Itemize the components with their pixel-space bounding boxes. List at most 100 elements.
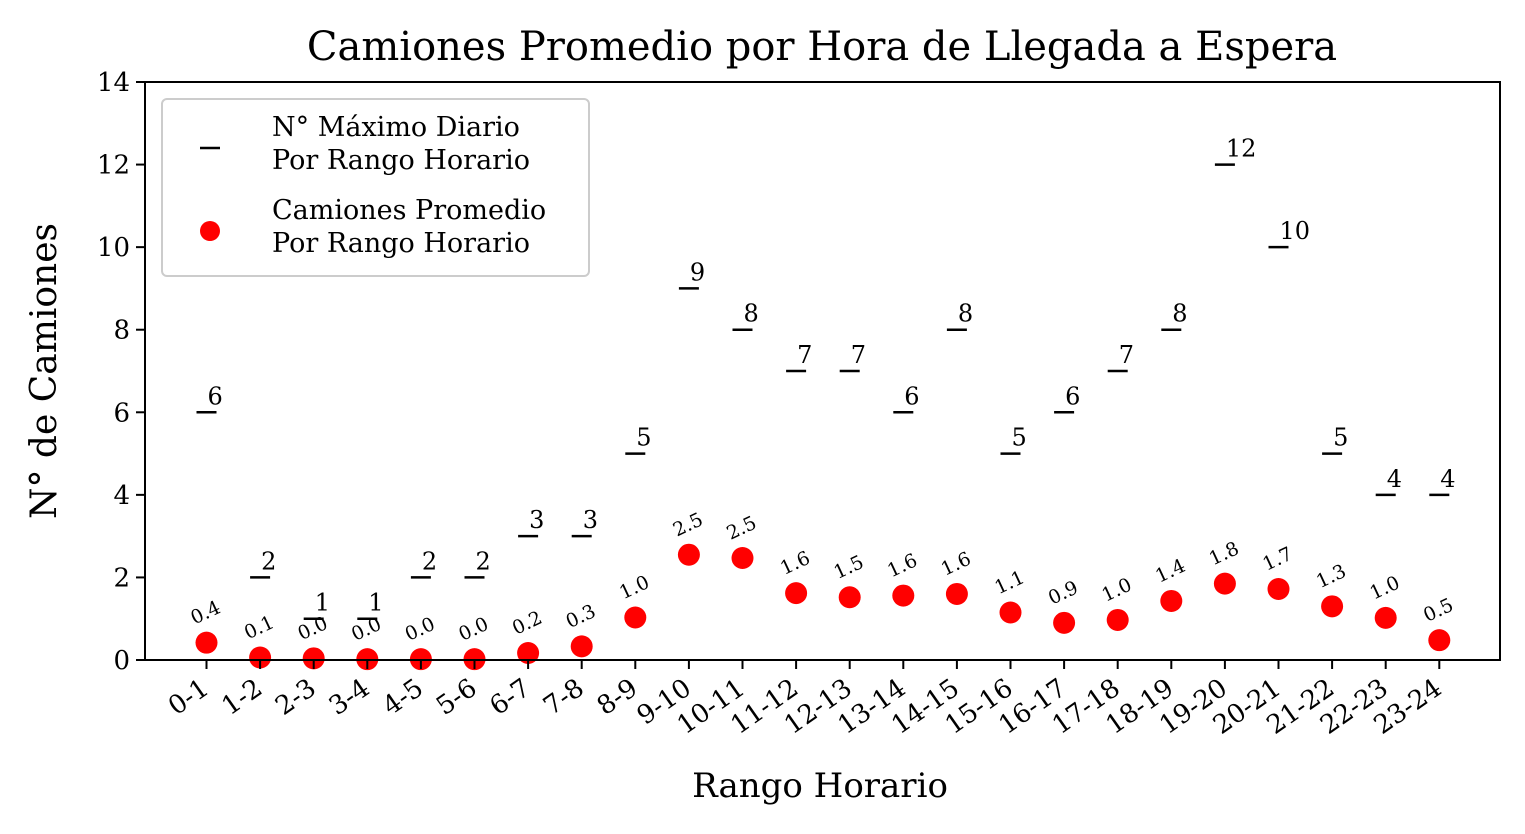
average-point [1321,595,1344,618]
max-value-label: 6 [208,382,223,410]
chart-title: Camiones Promedio por Hora de Llegada a … [307,24,1337,70]
average-value-label: 0.2 [509,607,546,640]
x-axis-label: Rango Horario [692,766,948,806]
average-value-label: 0.9 [1045,577,1082,610]
average-point [1106,608,1129,631]
average-point [517,641,540,664]
average-value-label: 1.8 [1206,537,1243,570]
max-value-label: 1 [368,589,383,617]
average-point [945,582,968,605]
y-axis-label: N° de Camiones [24,223,65,519]
max-value-label: 7 [851,341,866,369]
x-tick-label: 8-9 [592,673,644,722]
average-point [677,543,700,566]
legend-max-label-line1: N° Máximo Diario [272,112,520,143]
average-value-label: 0.0 [295,612,332,645]
average-value-label: 1.6 [777,547,814,580]
average-point [302,647,325,670]
average-point [1053,611,1076,634]
average-point [1213,572,1236,595]
average-value-label: 1.0 [1099,574,1136,607]
max-value-label: 5 [1012,424,1027,452]
average-value-label: 0.0 [348,613,385,646]
y-tick-label: 4 [113,481,130,511]
legend-avg-marker [200,221,220,241]
legend-max-label-line2: Por Rango Horario [272,145,530,176]
legend: N° Máximo Diario Por Rango Horario Camio… [161,98,590,277]
y-tick-label: 2 [113,563,130,593]
average-value-label: 1.4 [1152,555,1189,588]
max-value-label: 5 [1333,424,1348,452]
average-value-label: 2.5 [723,512,760,545]
plot-frame [144,81,1501,661]
legend-frame [161,98,590,277]
x-tick-label: 7-8 [538,673,590,722]
average-value-label: 0.0 [402,613,439,646]
max-value-label: 6 [904,382,919,410]
average-value-label: 1.1 [991,566,1028,599]
y-axis: 0 2 4 6 8 10 12 14 [97,68,145,676]
average-point [785,582,808,605]
average-value-label: 1.5 [831,551,868,584]
max-value-label: 8 [744,300,759,328]
max-value-label: 5 [636,424,651,452]
average-value-label: 0.3 [563,600,600,633]
average-value-label: 0.1 [241,611,278,644]
average-value-label: 1.6 [884,549,921,582]
average-value-label: 0.4 [187,596,224,629]
average-value-label: 1.0 [616,571,653,604]
average-value-label: 2.5 [670,509,707,542]
x-axis: 0-1 1-2 2-3 3-4 4-5 5-6 6-7 7-8 8-99-1010-1111-1… [163,660,1447,741]
max-value-label: 12 [1226,135,1257,163]
x-tick-label: 0-1 [163,673,215,722]
max-value-label: 3 [529,506,544,534]
y-tick-label: 14 [97,68,130,98]
max-value-label: 8 [958,300,973,328]
y-tick-label: 12 [97,151,130,181]
average-point [249,646,272,669]
y-tick-label: 8 [113,316,130,346]
max-value-label: 1 [315,589,330,617]
max-value-label: 7 [1119,341,1134,369]
average-point [892,584,915,607]
x-tick-label: 3-4 [324,673,376,722]
average-point [1428,629,1451,652]
x-tick-label: 6-7 [485,673,537,722]
x-tick-label: 2-3 [270,673,322,722]
y-tick-label: 6 [113,398,130,428]
max-value-label: 7 [797,341,812,369]
y-tick-label: 10 [97,233,130,263]
max-value-label: 3 [583,506,598,534]
average-value-label: 1.0 [1367,572,1404,605]
average-point [624,606,647,629]
average-value-label: 0.0 [455,613,492,646]
average-point [1374,606,1397,629]
max-value-label: 4 [1440,465,1455,493]
max-value-label: 6 [1065,382,1080,410]
x-tick-label: 1-2 [217,673,269,722]
average-value-label: 0.5 [1420,594,1457,627]
y-tick-label: 0 [113,646,130,676]
max-value-label: 2 [476,547,491,575]
x-tick-label: 4-5 [377,673,429,722]
max-value-label: 10 [1280,217,1311,245]
max-value-label: 2 [261,547,276,575]
average-point [570,635,593,658]
max-value-label: 9 [690,258,705,286]
max-value-label: 4 [1387,465,1402,493]
average-value-label: 1.6 [938,548,975,581]
max-value-label: 2 [422,547,437,575]
average-value-label: 1.3 [1313,560,1350,593]
average-point [1160,589,1183,612]
average-point [999,601,1022,624]
average-point [838,586,861,609]
x-tick-label: 5-6 [431,673,483,722]
average-point [195,631,218,654]
average-point [1267,577,1290,600]
max-value-label: 8 [1172,300,1187,328]
legend-avg-label-line2: Por Rango Horario [272,228,530,259]
legend-avg-label-line1: Camiones Promedio [272,195,546,226]
average-point [731,547,754,570]
average-value-label: 1.7 [1259,543,1296,576]
